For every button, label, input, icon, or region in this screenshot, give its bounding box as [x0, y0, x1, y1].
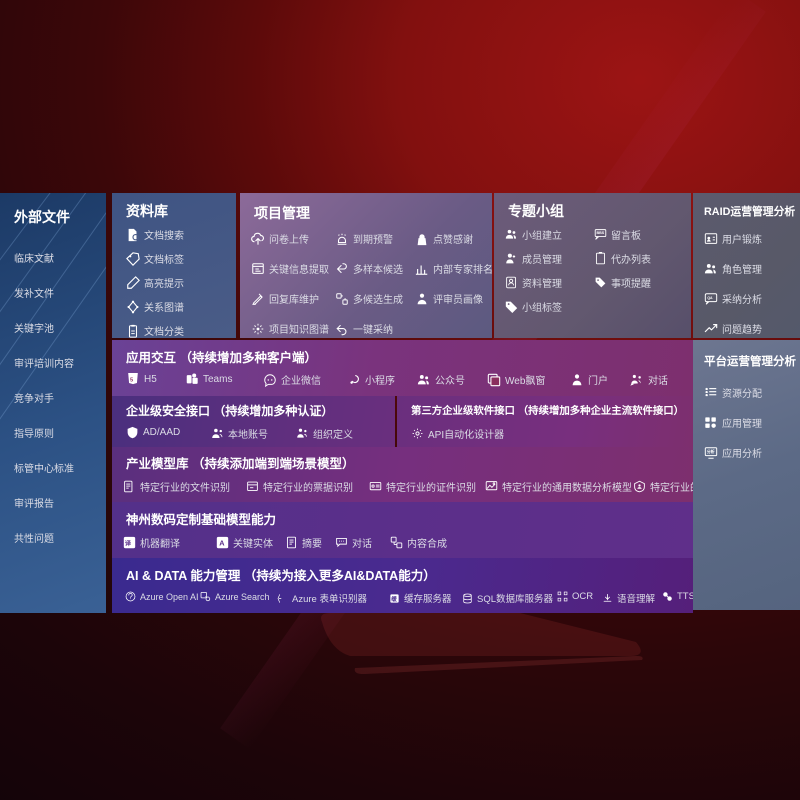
- svg-text:BBS: BBS: [596, 231, 604, 235]
- svg-text:译: 译: [125, 539, 132, 547]
- svg-text:分析: 分析: [707, 449, 715, 454]
- svg-text:5: 5: [130, 377, 133, 383]
- svg-text:QA: QA: [707, 295, 713, 299]
- svg-text:A: A: [219, 538, 225, 547]
